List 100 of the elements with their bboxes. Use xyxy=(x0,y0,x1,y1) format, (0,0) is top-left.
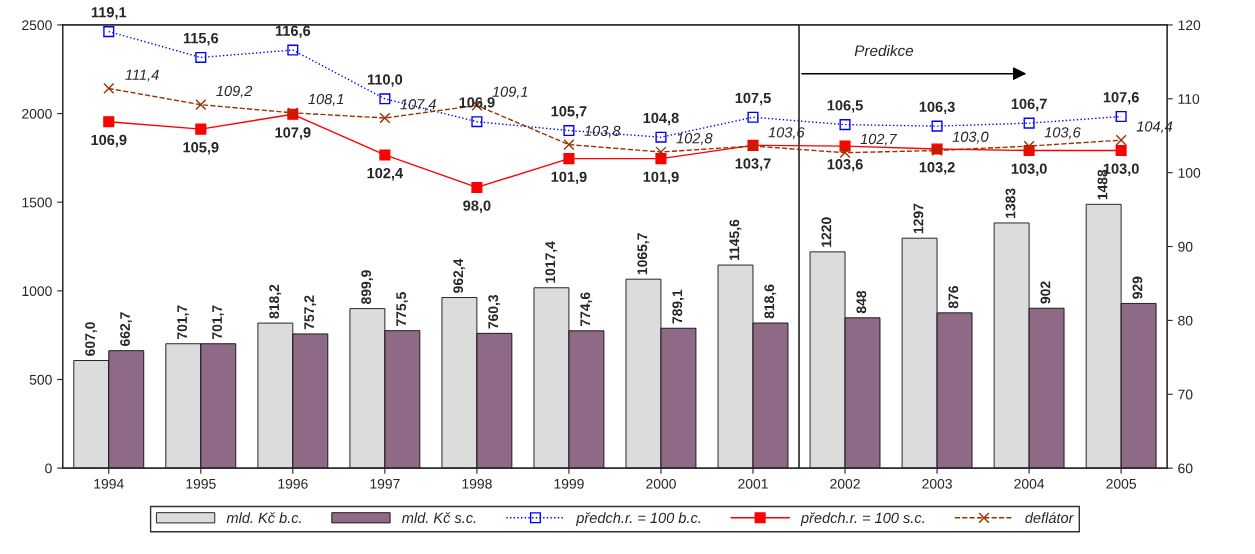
legend-label: mld. Kč s.c. xyxy=(402,512,476,524)
y2-tick-label: 60 xyxy=(1178,463,1193,474)
data-label: 104,8 xyxy=(643,112,679,126)
data-label: 107,9 xyxy=(275,127,311,140)
point xyxy=(195,51,207,63)
data-label: 101,9 xyxy=(551,171,587,185)
y-tick-label: 2000 xyxy=(22,108,52,119)
legend-label: předch.r. = 100 s.c. xyxy=(800,512,924,526)
legend-label: deflátor xyxy=(1025,512,1074,524)
data-label: 107,6 xyxy=(1103,92,1139,105)
point xyxy=(103,82,115,95)
x-tick-label: 1997 xyxy=(370,478,400,489)
data-label: 607,0 xyxy=(85,322,98,356)
data-label: 98,0 xyxy=(463,200,491,213)
data-label: 662,7 xyxy=(120,312,132,346)
point xyxy=(563,153,575,165)
data-label: 103,0 xyxy=(952,131,989,144)
y-tick-label: 0 xyxy=(45,463,52,474)
data-label: 876 xyxy=(948,286,959,309)
data-label: 929 xyxy=(1132,276,1143,299)
data-label: 102,4 xyxy=(367,167,404,181)
x-tick-label: 2000 xyxy=(646,478,676,489)
y2-tick-label: 110 xyxy=(1178,94,1200,104)
x-tick-label: 1999 xyxy=(554,478,584,489)
data-label: 701,7 xyxy=(177,305,190,339)
point xyxy=(379,112,391,124)
data-label: 116,6 xyxy=(275,25,311,39)
data-label: 775,5 xyxy=(396,292,409,326)
point xyxy=(471,116,483,128)
x-tick-label: 2004 xyxy=(1014,478,1045,489)
data-label: 1065,7 xyxy=(637,233,650,275)
y-tick-label: 1000 xyxy=(22,286,52,297)
legend-label: předch.r. = 100 b.c. xyxy=(575,512,701,526)
point xyxy=(839,119,851,131)
point xyxy=(931,120,943,132)
point xyxy=(655,146,667,158)
data-label: 760,3 xyxy=(488,294,501,329)
y2-tick-label: 100 xyxy=(1178,168,1201,178)
data-label: 103,0 xyxy=(1011,163,1047,176)
data-label: 105,9 xyxy=(183,142,219,155)
data-label: 108,1 xyxy=(308,93,344,106)
data-label: 899,9 xyxy=(361,270,374,304)
data-label: 103,2 xyxy=(919,162,955,175)
data-label: 102,8 xyxy=(676,133,713,146)
data-label: 103,6 xyxy=(827,159,863,172)
data-label: 1145,6 xyxy=(729,219,742,260)
y2-tick-label: 90 xyxy=(1178,241,1193,252)
x-tick-label: 1998 xyxy=(462,478,492,489)
data-label: 789,1 xyxy=(672,289,685,324)
x-tick-label: 2003 xyxy=(922,478,952,489)
data-label: 103,7 xyxy=(735,158,771,171)
y2-tick-label: 70 xyxy=(1178,389,1193,400)
data-label: 110,0 xyxy=(367,74,403,87)
point xyxy=(1115,134,1127,146)
data-label: 818,2 xyxy=(269,284,282,319)
point xyxy=(471,181,483,193)
y-tick-label: 2500 xyxy=(22,20,52,31)
x-tick-label: 1994 xyxy=(94,478,124,489)
data-label: 103,8 xyxy=(584,125,621,138)
data-label: 757,2 xyxy=(304,295,317,330)
data-label: 103,6 xyxy=(1044,127,1081,140)
data-label: 109,2 xyxy=(216,85,253,98)
data-label: 111,4 xyxy=(125,69,159,82)
data-label: 962,4 xyxy=(453,258,466,293)
data-label: 1297 xyxy=(913,203,924,234)
data-label: 105,7 xyxy=(551,106,587,119)
data-label: 101,9 xyxy=(643,171,679,185)
point xyxy=(103,116,115,128)
point xyxy=(379,93,391,105)
point xyxy=(839,147,851,159)
point xyxy=(1023,117,1035,129)
data-label: 115,6 xyxy=(183,32,219,46)
data-label: 102,7 xyxy=(860,133,898,146)
point xyxy=(1115,110,1127,123)
x-tick-label: 1996 xyxy=(278,478,308,489)
point xyxy=(655,131,667,143)
data-label: 701,7 xyxy=(212,305,225,339)
point xyxy=(747,111,759,123)
data-label: 1220 xyxy=(821,217,832,247)
annotation: Predikce xyxy=(854,44,914,57)
point xyxy=(195,99,207,111)
data-label: 106,3 xyxy=(919,101,955,115)
point xyxy=(287,44,299,56)
x-tick-label: 1995 xyxy=(186,478,216,489)
y2-tick-label: 120 xyxy=(1178,20,1201,31)
point xyxy=(379,149,391,161)
data-label: 818,6 xyxy=(764,284,777,319)
point xyxy=(195,123,207,135)
y2-tick-label: 80 xyxy=(1178,315,1193,326)
data-label: 1017,4 xyxy=(545,241,558,283)
y-tick-label: 1500 xyxy=(22,197,52,208)
y-tick-label: 500 xyxy=(29,374,52,385)
point xyxy=(563,125,575,137)
data-label: 902 xyxy=(1040,281,1051,304)
data-label: 119,1 xyxy=(91,7,127,20)
data-label: 106,5 xyxy=(827,100,863,113)
data-label: 106,7 xyxy=(1011,98,1047,112)
data-label: 106,9 xyxy=(91,134,127,148)
point xyxy=(563,139,575,151)
x-tick-label: 2001 xyxy=(738,478,768,489)
